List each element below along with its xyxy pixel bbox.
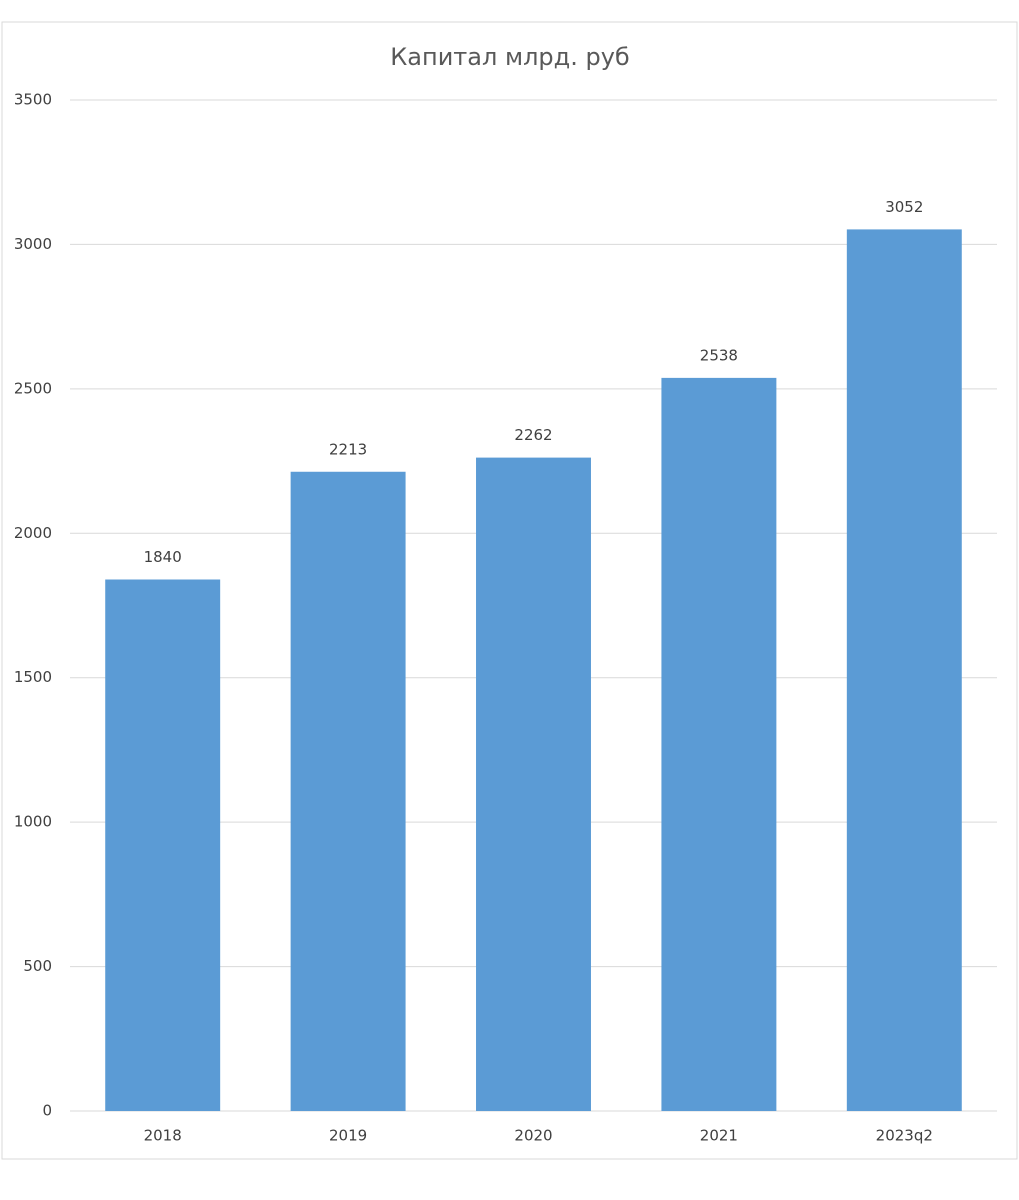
y-tick-label: 500 [23, 957, 52, 975]
x-tick-label: 2018 [144, 1127, 182, 1145]
y-tick-label: 1000 [14, 813, 52, 831]
x-tick-label: 2021 [700, 1127, 738, 1145]
data-label: 1840 [144, 548, 182, 566]
chart-title: Капитал млрд. руб [390, 43, 629, 71]
y-tick-label: 2000 [14, 524, 52, 542]
x-tick-label: 2019 [329, 1127, 367, 1145]
y-tick-label: 2500 [14, 379, 52, 397]
y-tick-label: 0 [42, 1102, 52, 1120]
y-tick-label: 1500 [14, 668, 52, 686]
data-label: 2538 [700, 346, 738, 364]
y-tick-label: 3000 [14, 235, 52, 253]
bar [476, 457, 591, 1112]
data-label: 3052 [885, 198, 923, 216]
bar [661, 377, 777, 1111]
y-tick-label: 3500 [14, 91, 52, 109]
data-label: 2213 [329, 440, 367, 458]
bar [105, 579, 221, 1111]
x-tick-label: 2023q2 [876, 1127, 933, 1145]
bar [846, 229, 962, 1111]
data-label: 2262 [514, 426, 552, 444]
x-tick-label: 2020 [514, 1127, 552, 1145]
bar [290, 471, 406, 1111]
